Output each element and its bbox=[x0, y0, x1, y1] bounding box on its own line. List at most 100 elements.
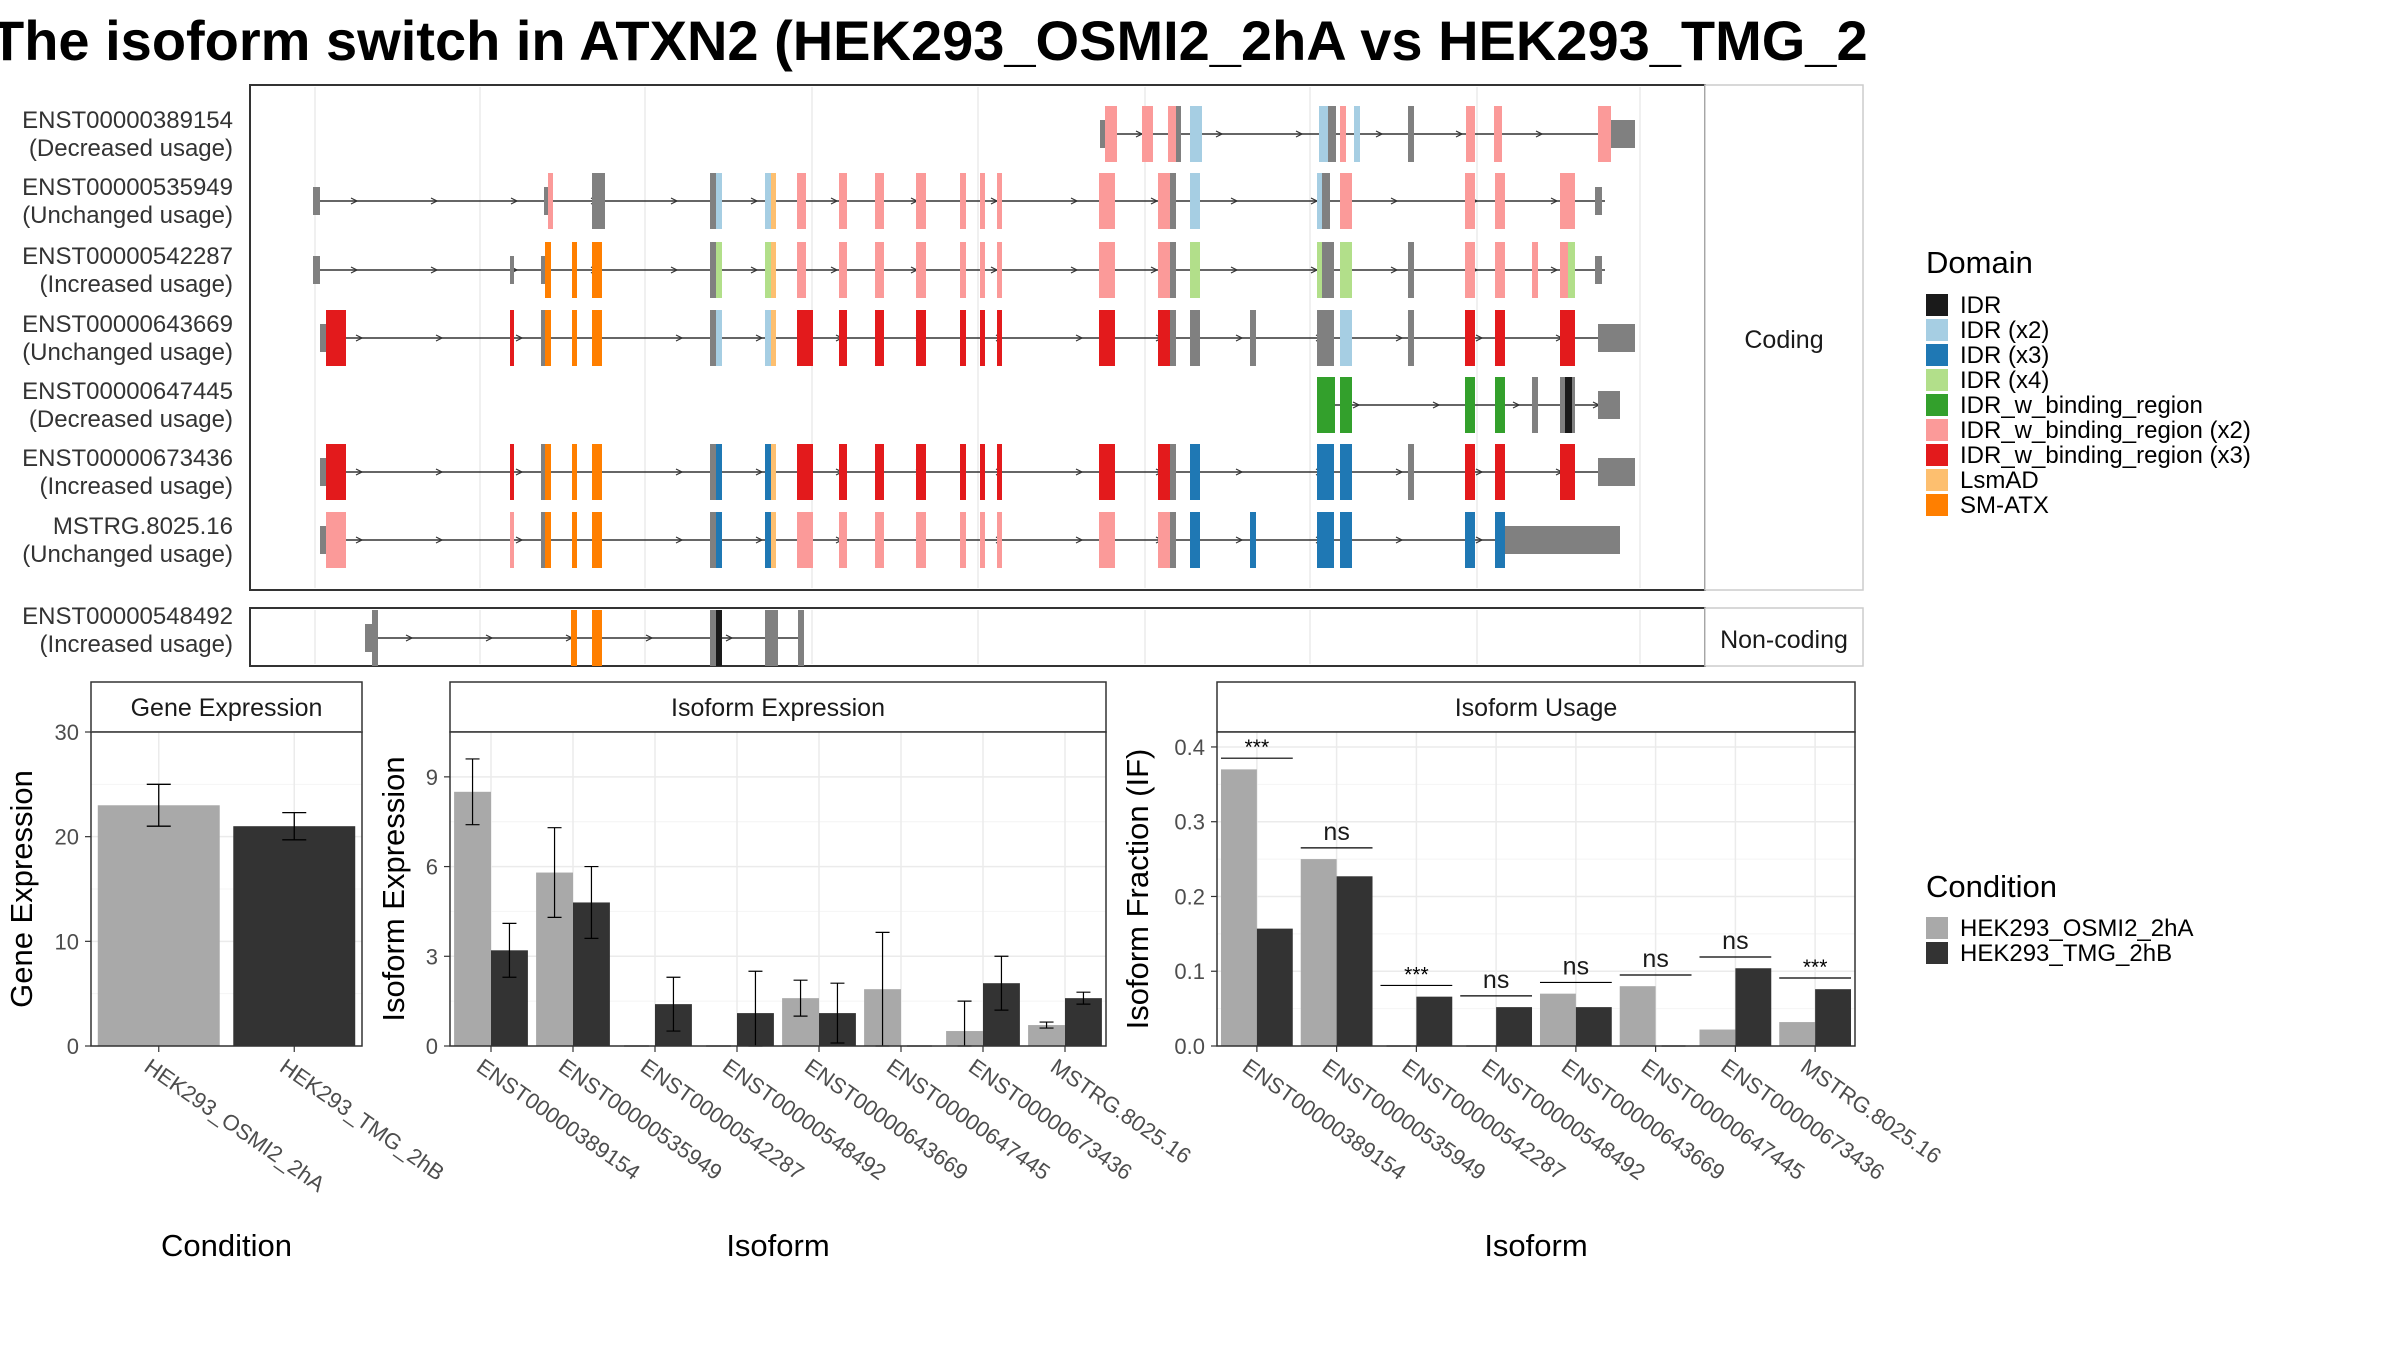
isoform-name: ENST00000542287 bbox=[22, 243, 233, 270]
exon bbox=[916, 444, 926, 500]
significance-label: *** bbox=[1803, 956, 1828, 979]
exon bbox=[1598, 458, 1635, 486]
isoform-usage-chart: Isoform Usage0.00.10.20.30.4ENST00000389… bbox=[1120, 681, 1946, 1263]
exon bbox=[765, 242, 771, 298]
exon bbox=[313, 256, 320, 284]
legend-swatch bbox=[1926, 444, 1948, 466]
exon bbox=[1099, 310, 1115, 366]
exon bbox=[365, 624, 372, 652]
direction-arrow bbox=[355, 334, 364, 342]
legend-label: HEK293_OSMI2_2hA bbox=[1960, 915, 2193, 942]
exon bbox=[1322, 173, 1330, 229]
exon bbox=[765, 444, 771, 500]
exon bbox=[1560, 444, 1575, 500]
y-tick-label: 0.0 bbox=[1174, 1034, 1205, 1059]
bar bbox=[1735, 968, 1772, 1046]
exon bbox=[797, 173, 806, 229]
transcript-MSTRG.8025.16 bbox=[320, 512, 1620, 568]
exon bbox=[875, 512, 884, 568]
exon bbox=[771, 444, 776, 500]
y-tick-label: 0 bbox=[426, 1034, 438, 1059]
exon bbox=[320, 526, 326, 554]
legend-swatch bbox=[1926, 344, 1948, 366]
noncoding-strip bbox=[1704, 607, 1864, 667]
exon bbox=[1170, 242, 1176, 298]
exon bbox=[839, 512, 847, 568]
exon bbox=[1595, 256, 1602, 284]
error-bar bbox=[1039, 1021, 1054, 1029]
exon bbox=[1158, 444, 1170, 500]
direction-arrow bbox=[355, 536, 364, 544]
exon bbox=[510, 310, 514, 366]
error-bar bbox=[793, 979, 808, 1017]
exon bbox=[1560, 377, 1568, 433]
error-bar bbox=[666, 976, 681, 1032]
exon bbox=[1505, 526, 1620, 554]
exon bbox=[875, 173, 884, 229]
direction-arrow bbox=[1150, 266, 1159, 274]
exon bbox=[997, 512, 1002, 568]
bar bbox=[1779, 1022, 1816, 1046]
exon bbox=[916, 242, 926, 298]
direction-arrow bbox=[355, 468, 364, 476]
legend-label: SM-ATX bbox=[1960, 492, 2049, 519]
y-tick-label: 0.1 bbox=[1174, 959, 1205, 984]
y-axis-title: Isoform Fraction (IF) bbox=[1120, 749, 1155, 1030]
exon bbox=[771, 310, 776, 366]
isoform-usage-label: (Unchanged usage) bbox=[22, 541, 233, 568]
error-bar bbox=[994, 955, 1009, 1011]
exon bbox=[960, 512, 966, 568]
direction-arrow bbox=[405, 634, 414, 642]
exon bbox=[960, 310, 966, 366]
isoform-name: ENST00000535949 bbox=[22, 174, 233, 201]
exon bbox=[544, 187, 548, 215]
error-bar bbox=[502, 922, 517, 978]
plot-border bbox=[1216, 731, 1856, 1047]
legend-swatch bbox=[1926, 369, 1948, 391]
significance-label: ns bbox=[1722, 927, 1748, 955]
exon bbox=[1099, 444, 1115, 500]
exon bbox=[320, 458, 326, 486]
direction-arrow bbox=[1395, 334, 1404, 342]
exon bbox=[960, 242, 966, 298]
exon bbox=[839, 444, 847, 500]
exon bbox=[980, 242, 985, 298]
legend-label: IDR bbox=[1960, 292, 2001, 319]
exon bbox=[1317, 173, 1322, 229]
exon bbox=[1340, 106, 1346, 162]
chart-title: Isoform Expression bbox=[671, 694, 885, 722]
significance-label: ns bbox=[1323, 818, 1349, 846]
exon bbox=[716, 310, 722, 366]
direction-arrow bbox=[670, 266, 679, 274]
significance-label: ns bbox=[1483, 966, 1509, 994]
bar bbox=[233, 826, 356, 1046]
direction-arrow bbox=[430, 266, 439, 274]
direction-arrow bbox=[1215, 130, 1224, 138]
direction-arrow bbox=[350, 266, 359, 274]
y-tick-label: 30 bbox=[55, 720, 79, 745]
y-axis-title: Isoform Expression bbox=[376, 756, 411, 1021]
direction-arrow bbox=[750, 197, 759, 205]
exon bbox=[1317, 512, 1334, 568]
exon bbox=[710, 242, 716, 298]
exon bbox=[1598, 106, 1611, 162]
exon bbox=[1465, 512, 1475, 568]
direction-arrow bbox=[1075, 468, 1084, 476]
exon bbox=[960, 173, 966, 229]
direction-arrow bbox=[1075, 536, 1084, 544]
exon bbox=[1317, 377, 1335, 433]
significance-label: ns bbox=[1642, 945, 1668, 973]
direction-arrow bbox=[675, 334, 684, 342]
exon bbox=[1340, 310, 1352, 366]
exon bbox=[372, 610, 378, 666]
coding-facet-label: Coding bbox=[1744, 326, 1823, 354]
exon bbox=[541, 512, 545, 568]
isoform-usage-label: (Increased usage) bbox=[40, 473, 233, 500]
exon bbox=[572, 512, 577, 568]
exon bbox=[1595, 187, 1602, 215]
exon bbox=[980, 310, 985, 366]
isoform-name: ENST00000548492 bbox=[22, 603, 233, 630]
exon bbox=[1099, 512, 1115, 568]
isoform-name: ENST00000647445 bbox=[22, 378, 233, 405]
exon bbox=[1532, 377, 1538, 433]
